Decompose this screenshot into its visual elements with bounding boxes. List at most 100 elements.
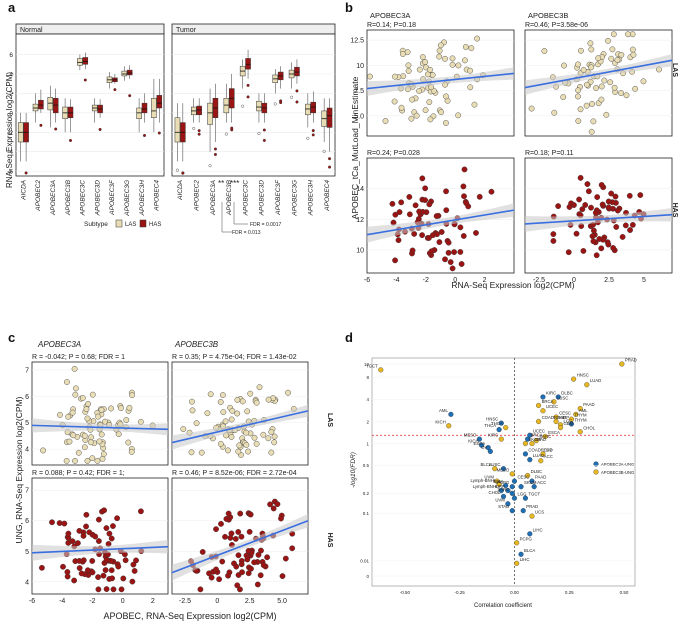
scatter-point xyxy=(632,85,639,92)
scatter-point xyxy=(436,47,443,54)
stats-text: R = 0.46; P = 8.52e-06; FDR = 2.72e-04 xyxy=(172,470,297,477)
volcano-point-label: UVM xyxy=(495,497,505,502)
y-tick-label: 10 xyxy=(356,248,364,255)
volcano-point-label: BLCA xyxy=(524,548,535,553)
legend-swatch-has xyxy=(139,219,147,228)
scatter-point xyxy=(426,201,433,208)
scatter-point xyxy=(601,77,608,84)
box-outlier xyxy=(113,88,117,92)
scatter-point xyxy=(126,404,133,411)
volcano-point-label: ACC xyxy=(537,480,546,485)
scatter-point xyxy=(467,84,474,91)
scatter-point xyxy=(598,182,605,188)
scatter-point xyxy=(244,556,251,563)
x-tick-label: 0 xyxy=(572,277,576,284)
scatter-point xyxy=(88,434,94,441)
scatter-point xyxy=(627,227,633,233)
x-tick-label: APOBEC3F xyxy=(109,179,116,216)
facet-has-apobec3b: -2.5 0 2.5 5.0 R = 0.46; P = 8.52e-06; FDR =… xyxy=(171,470,309,605)
x-tick-label: -6 xyxy=(364,277,370,284)
volcano-point-label: TGCT xyxy=(366,363,378,368)
scatter-point xyxy=(61,520,68,527)
scatter-point xyxy=(409,96,416,103)
x-tick-label: APOBEC3A xyxy=(50,180,57,216)
scatter-point xyxy=(219,558,226,565)
x-tick-label: -0.50 xyxy=(400,590,411,595)
scatter-point xyxy=(223,516,230,522)
x-tick-label: APOBEC3H xyxy=(139,180,146,217)
scatter-point xyxy=(225,447,231,454)
x-tick-label: 0.50 xyxy=(620,590,629,595)
scatter-point xyxy=(605,37,611,44)
x-tick-label: 2.5 xyxy=(604,277,614,284)
boxplot-normal: -6 -4 -2 0 2 4 6 AICDA APOBEC2 APOBEC3A APOBEC3B AP… xyxy=(7,33,165,217)
scatter-point xyxy=(87,439,94,446)
box-has xyxy=(126,69,133,76)
scatter-point xyxy=(260,431,267,438)
y-tick-label: 6 xyxy=(25,394,29,401)
volcano-point xyxy=(479,442,485,448)
scatter-point xyxy=(412,202,419,209)
scatter-point xyxy=(588,64,595,71)
x-tick-label: APOBEC4 xyxy=(154,180,161,212)
scatter-point xyxy=(188,449,195,456)
volcano-point-label: DLBC xyxy=(531,469,542,474)
volcano-point-label: BLCA xyxy=(480,462,491,467)
scatter-point xyxy=(60,563,66,570)
box-outlier xyxy=(128,94,132,98)
stats-text: R=0.18; P=0.11 xyxy=(525,150,574,157)
scatter-point xyxy=(367,73,373,80)
x-tick-label: 0 xyxy=(121,598,125,605)
stats-text: R = 0.088; P = 0.42; FDR = 1; xyxy=(32,470,125,477)
box-outlier xyxy=(311,129,315,133)
x-tick-label: APOBEC3F xyxy=(275,179,282,216)
volcano-point-label: COADREAD xyxy=(528,447,552,452)
volcano-point xyxy=(522,495,528,501)
scatter-point xyxy=(625,31,631,38)
scatter-point xyxy=(426,99,433,106)
scatter-point xyxy=(235,552,242,559)
volcano-point xyxy=(529,478,535,484)
volcano-point xyxy=(557,425,564,431)
box-outlier xyxy=(213,152,217,156)
scatter-point xyxy=(137,418,144,425)
scatter-point xyxy=(74,540,81,547)
scatter-point xyxy=(115,563,122,570)
scatter-point xyxy=(96,438,103,445)
volcano-point xyxy=(568,421,574,427)
box-las xyxy=(151,98,157,118)
scatter-point xyxy=(623,92,630,99)
scatter-point xyxy=(83,523,89,530)
volcano-point-label: MESO xyxy=(464,433,477,438)
fit-line xyxy=(171,410,309,444)
box-las xyxy=(174,117,181,143)
scatter-point xyxy=(199,549,206,555)
box-outlier xyxy=(175,168,179,172)
scatter-point xyxy=(471,101,478,108)
y-tick-label: 5 xyxy=(25,420,29,427)
scatter-point xyxy=(583,102,590,109)
scatter-point xyxy=(128,449,135,455)
volcano-point-label: TGCT xyxy=(528,492,540,497)
box-outlier xyxy=(257,131,261,135)
scatter-point xyxy=(598,96,605,103)
scatter-point xyxy=(64,379,70,385)
y-tick-label: 5.0 xyxy=(354,113,364,120)
scatter-point xyxy=(72,391,79,398)
volcano-point-label: KIRP xyxy=(559,415,569,420)
box-outlier xyxy=(241,104,245,108)
volcano-point xyxy=(518,551,524,557)
scatter-point xyxy=(108,567,115,574)
volcano-point xyxy=(551,399,557,405)
scatter-point xyxy=(257,572,264,579)
scatter-point xyxy=(289,545,296,552)
scatter-point xyxy=(451,249,457,255)
x-tick-label: APOBEC3C xyxy=(80,180,87,217)
scatter-point xyxy=(114,515,120,522)
box-outlier xyxy=(142,133,146,137)
x-tick-label: 2 xyxy=(151,598,155,605)
box-has xyxy=(156,95,163,109)
scatter-point xyxy=(626,192,633,199)
volcano-point xyxy=(496,481,502,487)
box-las xyxy=(305,103,311,116)
